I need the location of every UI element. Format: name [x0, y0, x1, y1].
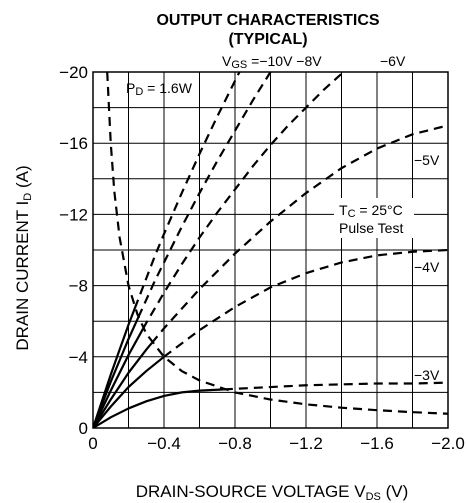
curve-vgs5-dashed	[150, 124, 448, 344]
x-tick-label: −0.4	[147, 434, 181, 453]
curve-vgs-dashed	[137, 72, 272, 318]
x-tick-label: −1.2	[289, 434, 323, 453]
vgs-minus4-label: −4V	[414, 259, 440, 275]
curve-vgs-dashed	[133, 72, 241, 309]
curve-vgs6-dashed	[142, 72, 346, 330]
y-tick-label: 0	[79, 419, 88, 438]
curve-vgs3-solid	[93, 388, 224, 428]
curve-vgs6-solid	[93, 328, 145, 428]
power-dissipation-label: PD = 1.6W	[126, 80, 193, 98]
y-tick-label: −8	[69, 277, 88, 296]
x-tick-label: −1.6	[360, 434, 394, 453]
curve-vgs4-dashed	[163, 248, 448, 358]
y-tick-label: −20	[59, 63, 88, 82]
y-tick-label: −16	[59, 134, 88, 153]
vgs-minus5-label: −5V	[414, 152, 440, 168]
grid	[93, 72, 448, 428]
pulse-test-label: Pulse Test	[339, 220, 403, 236]
curve-pd	[106, 72, 448, 415]
curve-vgs4-solid	[93, 355, 165, 428]
chart-title: OUTPUT CHARACTERISTICS	[156, 12, 379, 29]
vgs-minus6-label: −6V	[380, 53, 406, 69]
x-tick-labels: 0 −0.4 −0.8 −1.2 −1.6 −2.0	[88, 434, 465, 453]
plot-frame	[92, 71, 449, 429]
curve-vgs3-dashed	[223, 381, 448, 391]
curve-vgs-solid	[93, 316, 140, 428]
vgs-label: VGS =−10V −8V	[222, 53, 322, 71]
curve-vgs5-solid	[93, 342, 153, 428]
x-axis-label: DRAIN-SOURCE VOLTAGE VDS (V)	[136, 482, 409, 503]
curves	[93, 72, 448, 428]
vgs-minus3-label: −3V	[414, 367, 440, 383]
x-tick-label: −2.0	[431, 434, 465, 453]
case-temperature-label: TC = 25°C	[339, 202, 403, 220]
chart-subtitle: (TYPICAL)	[228, 31, 307, 48]
y-axis-label: DRAIN CURRENT ID (A)	[13, 165, 34, 350]
y-tick-label: −4	[69, 348, 88, 367]
x-tick-label: −0.8	[218, 434, 252, 453]
y-tick-label: −12	[59, 205, 88, 224]
test-condition-backdrop	[334, 198, 414, 238]
y-tick-labels: 0 −4 −8 −12 −16 −20	[59, 63, 88, 438]
x-tick-label: 0	[88, 434, 97, 453]
